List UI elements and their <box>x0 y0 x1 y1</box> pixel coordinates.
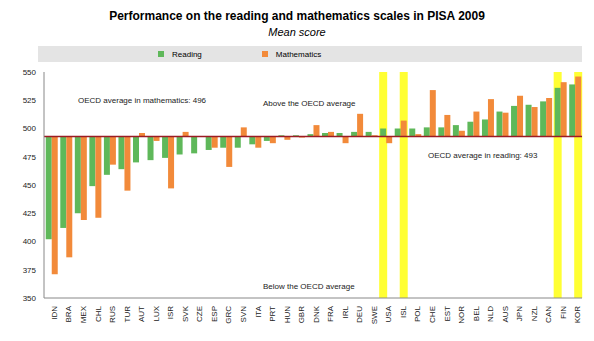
svg-text:NZL: NZL <box>530 305 539 321</box>
svg-text:HUN: HUN <box>283 306 292 324</box>
svg-text:GRC: GRC <box>224 306 233 324</box>
html-text:Reading: Reading <box>172 49 202 59</box>
html-text:OECD average in mathematics: 4: OECD average in mathematics: 496 <box>78 96 207 106</box>
svg-text:450: 450 <box>23 181 37 190</box>
html-text:Mathematics: Mathematics <box>275 49 322 59</box>
svg-text:CHL: CHL <box>94 305 103 322</box>
svg-text:IDN: IDN <box>50 306 59 320</box>
svg-text:525: 525 <box>23 96 37 105</box>
svg-text:JPN: JPN <box>515 306 524 321</box>
svg-text:350: 350 <box>23 294 37 303</box>
svg-text:FIN: FIN <box>559 306 568 319</box>
html-text:Performance on the reading and: Performance on the reading and mathemati… <box>109 9 485 23</box>
svg-text:375: 375 <box>23 266 37 275</box>
svg-text:RUS: RUS <box>108 306 117 323</box>
svg-text:EST: EST <box>443 306 452 322</box>
svg-text:TUR: TUR <box>123 306 132 323</box>
svg-text:AUS: AUS <box>501 306 510 322</box>
svg-text:SVK: SVK <box>181 305 190 322</box>
svg-text:BRA: BRA <box>64 305 73 322</box>
html-text:Below the OECD average: Below the OECD average <box>263 281 355 291</box>
svg-text:GBR: GBR <box>297 306 306 324</box>
svg-text:CZE: CZE <box>195 306 204 322</box>
svg-text:ISL: ISL <box>399 305 408 318</box>
svg-text:MEX: MEX <box>79 305 88 323</box>
svg-text:500: 500 <box>23 124 37 133</box>
svg-text:FRA: FRA <box>326 305 335 322</box>
svg-text:AUT: AUT <box>137 306 146 322</box>
svg-text:DEU: DEU <box>355 306 364 323</box>
html-text:Mean score: Mean score <box>268 26 326 38</box>
svg-text:USA: USA <box>384 305 393 322</box>
svg-text:SVN: SVN <box>239 306 248 323</box>
svg-text:ESP: ESP <box>210 306 219 322</box>
svg-text:KOR: KOR <box>573 306 582 324</box>
svg-text:425: 425 <box>23 209 37 218</box>
svg-text:BEL: BEL <box>472 305 481 321</box>
svg-text:ISR: ISR <box>166 306 175 320</box>
svg-text:ITA: ITA <box>254 305 263 318</box>
svg-text:IRL: IRL <box>341 305 350 318</box>
svg-text:DNK: DNK <box>312 305 321 323</box>
svg-text:CAN: CAN <box>544 306 553 323</box>
svg-text:LUX: LUX <box>152 305 161 321</box>
html-text:OECD average in reading: 493: OECD average in reading: 493 <box>428 150 538 160</box>
svg-text:550: 550 <box>23 68 37 77</box>
svg-text:475: 475 <box>23 153 37 162</box>
svg-text:NOR: NOR <box>457 306 466 324</box>
svg-text:CHE: CHE <box>428 306 437 323</box>
svg-text:400: 400 <box>23 237 37 246</box>
svg-text:NLD: NLD <box>486 306 495 322</box>
svg-text:PRT: PRT <box>268 306 277 322</box>
svg-text:POL: POL <box>413 305 422 322</box>
html-text:Above the OECD average: Above the OECD average <box>263 98 356 108</box>
svg-text:SWE: SWE <box>370 306 379 324</box>
